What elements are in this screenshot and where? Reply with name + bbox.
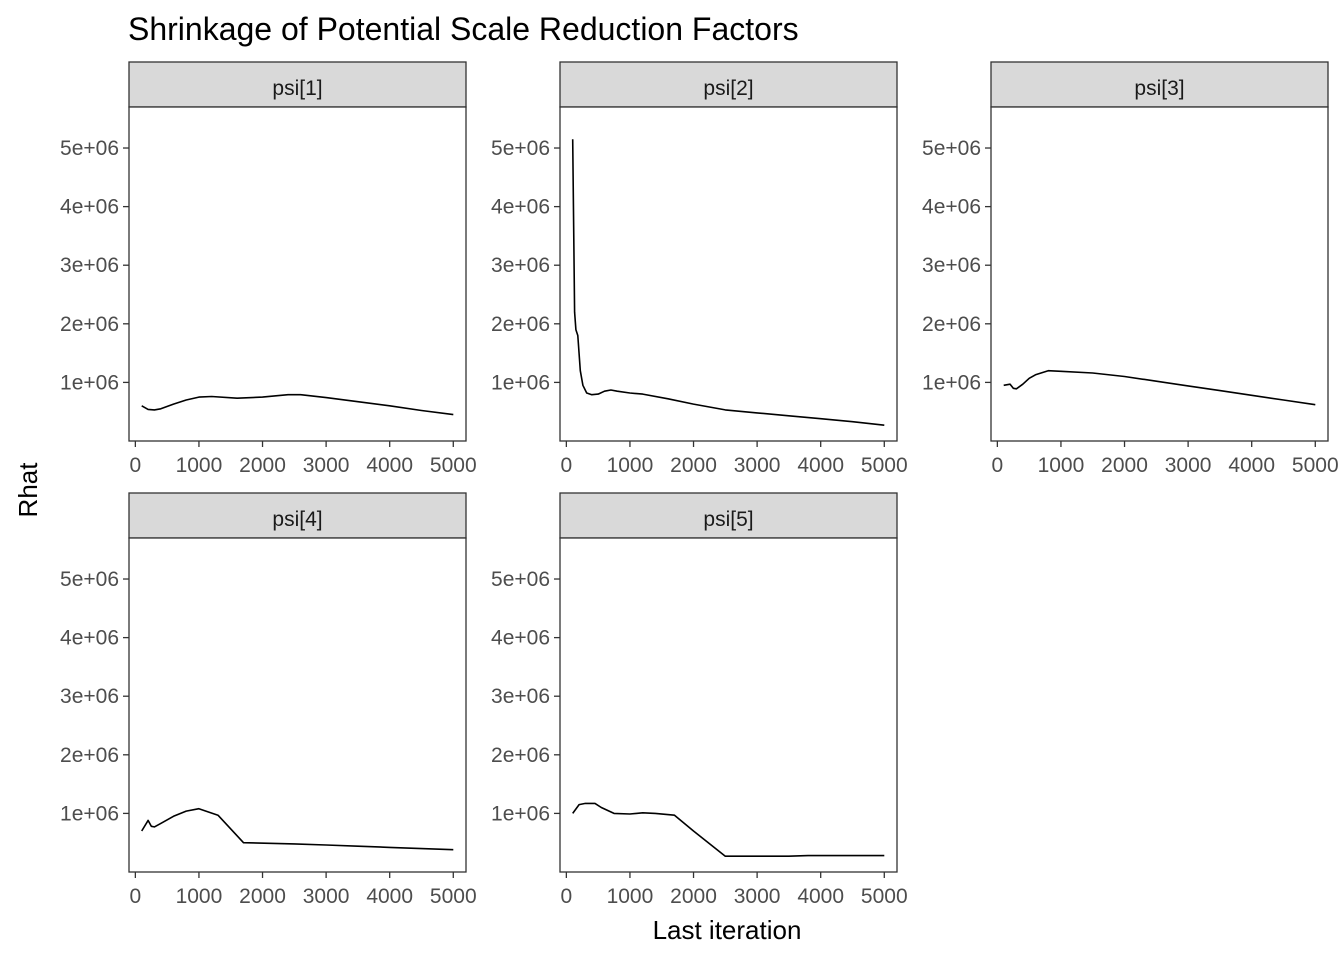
facet-4-strip [128, 492, 467, 539]
facet-1-y-tick-label: 3e+06 [60, 254, 119, 277]
facet-1-y-tick-label: 4e+06 [60, 196, 119, 219]
facet-1-strip-label: psi[1] [272, 77, 322, 100]
facet-4-y-tick-label: 3e+06 [60, 685, 119, 708]
facet-5-y-tick-label: 4e+06 [491, 627, 550, 650]
facet-5-y-tick-label: 5e+06 [491, 568, 550, 591]
facet-5-y-tick-label: 2e+06 [491, 744, 550, 767]
facet-2-strip-label: psi[2] [703, 77, 753, 100]
chart-title: Shrinkage of Potential Scale Reduction F… [128, 11, 799, 47]
facet-1-x-tick-label: 1000 [176, 454, 223, 477]
facet-1-y-tick-label: 5e+06 [60, 137, 119, 160]
facet-3-y-tick-label: 4e+06 [922, 196, 981, 219]
facet-3-y-tick-label: 1e+06 [922, 371, 981, 394]
facet-1-x-tick-label: 2000 [239, 454, 286, 477]
facet-5-series-line [572, 802, 885, 858]
facet-4-x-tick-label: 4000 [366, 885, 413, 908]
facet-2-strip [559, 61, 898, 108]
facet-3-x-tick-label: 5000 [1292, 454, 1339, 477]
facet-1-x-tick-label: 0 [130, 454, 142, 477]
facet-2-series-line [571, 139, 885, 426]
facet-5-y-tick-label: 3e+06 [491, 685, 550, 708]
facet-2-y-tick-label: 5e+06 [491, 137, 550, 160]
facet-3-y-tick-label: 5e+06 [922, 137, 981, 160]
facet-4: psi[4] 1e+06 2e+06 3e+06 4e+06 5e+06 0 1000 2000… [60, 492, 477, 908]
facet-5-panel-border [559, 537, 898, 873]
facet-4-y-tick-label: 5e+06 [60, 568, 119, 591]
facet-3-series-line [1003, 369, 1316, 406]
facet-panels: psi[1] 1e+06 2e+06 3e+06 4e+06 5e+06 0 1000 2000… [60, 61, 1339, 908]
facet-5-x-tick-label: 4000 [797, 885, 844, 908]
facet-2-panel-border [559, 106, 898, 442]
facet-1-panel-border [128, 106, 467, 442]
facet-5-x-tick-label: 5000 [861, 885, 908, 908]
facet-3-strip-label: psi[3] [1134, 77, 1184, 100]
facet-2: psi[2] 1e+06 2e+06 3e+06 4e+06 5e+06 0 1000 2000… [491, 61, 908, 477]
facet-4-x-tick-label: 3000 [303, 885, 350, 908]
facet-5: psi[5] 1e+06 2e+06 3e+06 4e+06 5e+06 0 1000 2000… [491, 492, 908, 908]
facet-4-series-line [141, 807, 454, 851]
facet-4-x-tick-label: 2000 [239, 885, 286, 908]
facet-2-x-tick-label: 1000 [607, 454, 654, 477]
facet-1-x-tick-label: 5000 [430, 454, 477, 477]
facet-1-x-tick-label: 4000 [366, 454, 413, 477]
facet-3-x-tick-label: 2000 [1101, 454, 1148, 477]
facet-2-x-tick-label: 0 [561, 454, 573, 477]
facet-4-x-tick-label: 1000 [176, 885, 223, 908]
facet-1: psi[1] 1e+06 2e+06 3e+06 4e+06 5e+06 0 1000 2000… [60, 61, 477, 477]
facet-4-strip-label: psi[4] [272, 508, 322, 531]
facet-1-x-tick-label: 3000 [303, 454, 350, 477]
facet-2-y-tick-label: 1e+06 [491, 371, 550, 394]
facet-2-x-tick-label: 5000 [861, 454, 908, 477]
facet-2-y-tick-label: 4e+06 [491, 196, 550, 219]
facet-3: psi[3] 1e+06 2e+06 3e+06 4e+06 5e+06 0 1000 2000… [922, 61, 1339, 477]
facet-3-y-tick-label: 3e+06 [922, 254, 981, 277]
facet-5-strip-label: psi[5] [703, 508, 753, 531]
facet-4-x-tick-label: 5000 [430, 885, 477, 908]
facet-2-y-tick-label: 3e+06 [491, 254, 550, 277]
y-axis-title: Rhat [13, 462, 43, 518]
facet-5-x-tick-label: 3000 [734, 885, 781, 908]
facet-4-x-tick-label: 0 [130, 885, 142, 908]
facet-3-strip [990, 61, 1329, 108]
facet-2-x-tick-label: 4000 [797, 454, 844, 477]
facet-2-x-tick-label: 2000 [670, 454, 717, 477]
facet-5-y-tick-label: 1e+06 [491, 802, 550, 825]
facet-5-strip [559, 492, 898, 539]
facet-1-strip [128, 61, 467, 108]
facet-3-panel-border [990, 106, 1329, 442]
facet-4-y-tick-label: 2e+06 [60, 744, 119, 767]
facet-5-x-tick-label: 2000 [670, 885, 717, 908]
facet-1-y-tick-label: 2e+06 [60, 313, 119, 336]
facet-2-y-tick-label: 2e+06 [491, 313, 550, 336]
facet-3-x-tick-label: 1000 [1038, 454, 1085, 477]
facet-4-panel-border [128, 537, 467, 873]
facet-5-x-tick-label: 0 [561, 885, 573, 908]
facet-4-y-tick-label: 4e+06 [60, 627, 119, 650]
facet-4-y-tick-label: 1e+06 [60, 802, 119, 825]
facet-3-x-tick-label: 4000 [1228, 454, 1275, 477]
facet-3-x-tick-label: 0 [992, 454, 1004, 477]
facet-1-series-line [141, 393, 454, 416]
x-axis-title: Last iteration [653, 915, 802, 945]
facet-5-x-tick-label: 1000 [607, 885, 654, 908]
facet-1-y-tick-label: 1e+06 [60, 371, 119, 394]
facet-3-x-tick-label: 3000 [1165, 454, 1212, 477]
facet-3-y-tick-label: 2e+06 [922, 313, 981, 336]
facet-2-x-tick-label: 3000 [734, 454, 781, 477]
